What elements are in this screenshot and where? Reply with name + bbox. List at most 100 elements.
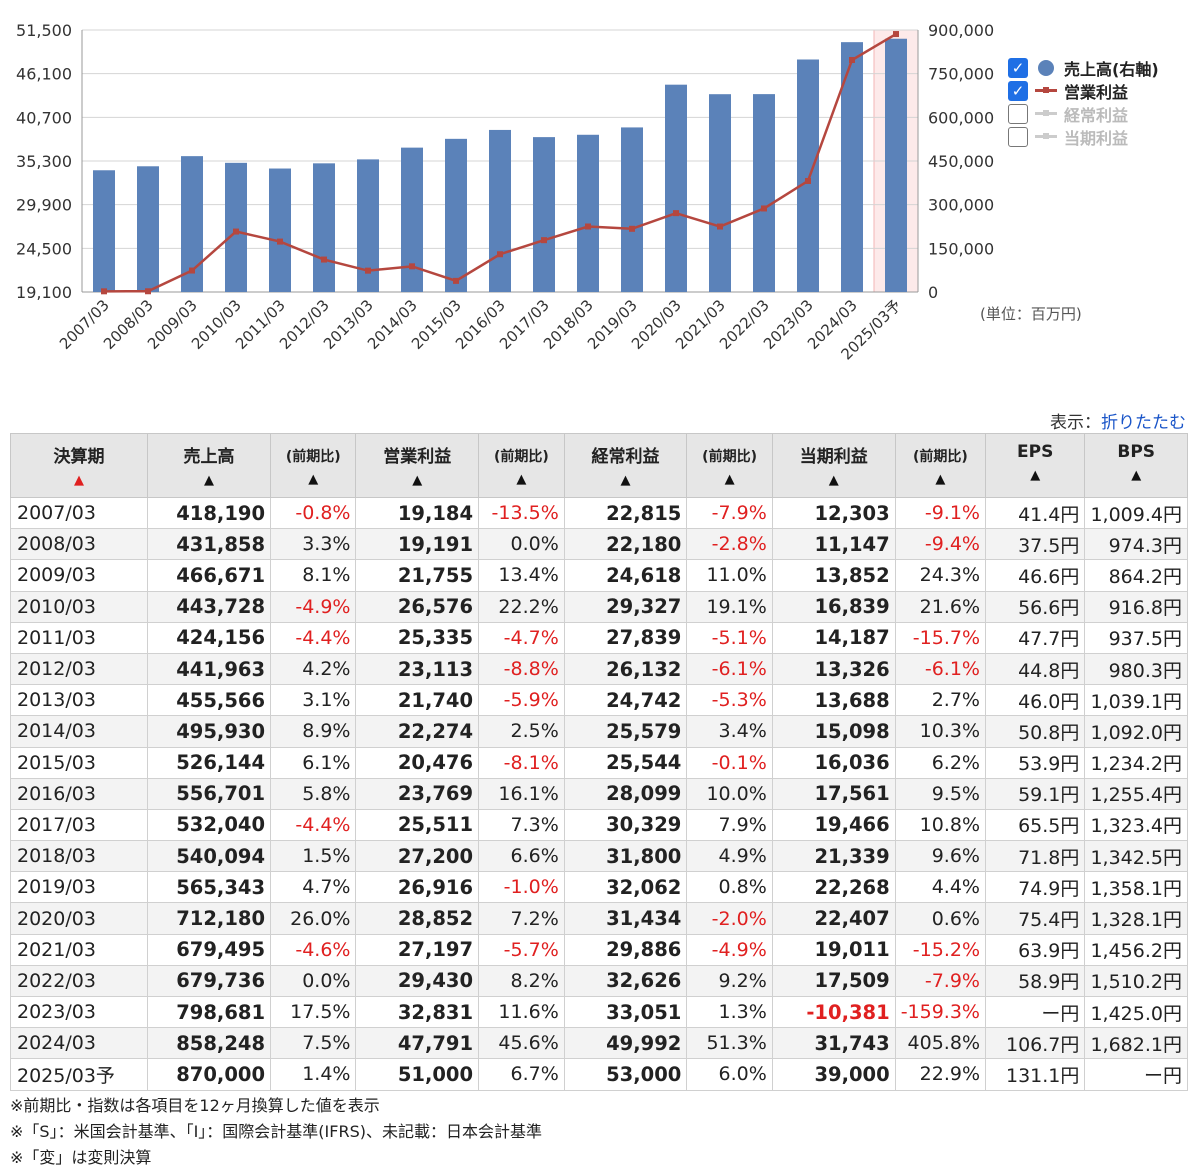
table-row: 2019/03 565,343 4.7% 26,916 -1.0% 32,062 0.8% 2…: [10, 871, 1188, 904]
left-tick-label: 40,700: [16, 108, 72, 127]
column-header[interactable]: (前期比) ▲: [478, 433, 565, 498]
table-cell: -5.1%: [686, 621, 773, 654]
table-cell: 864.2円: [1084, 559, 1188, 592]
table-cell: ー円: [1084, 1058, 1188, 1091]
sort-arrow-icon[interactable]: ▲: [724, 472, 735, 487]
table-cell: -5.9%: [478, 684, 565, 717]
display-toggle: 表示：折りたたむ: [1050, 408, 1186, 433]
bar: [841, 42, 863, 292]
legend-item[interactable]: 売上高(右軸): [1008, 56, 1159, 79]
table-cell: -0.1%: [686, 746, 773, 779]
legend-checkbox[interactable]: [1008, 103, 1028, 124]
column-header[interactable]: BPS ▲: [1084, 433, 1188, 498]
table-cell: 65.5円: [984, 808, 1086, 842]
table-cell: -5.3%: [686, 684, 773, 717]
table-cell: 2010/03: [10, 590, 148, 623]
table-cell: 22,274: [355, 715, 480, 748]
table-cell: 11.6%: [478, 995, 565, 1029]
table-cell: 455,566: [146, 684, 272, 717]
table-cell: 712,180: [146, 902, 272, 935]
line-point: [453, 277, 459, 284]
bar: [225, 162, 247, 292]
column-header[interactable]: EPS ▲: [984, 433, 1086, 498]
table-row: 2013/03 455,566 3.1% 21,740 -5.9% 24,742 -5.3%…: [10, 684, 1188, 717]
table-cell: 20,476: [355, 746, 480, 779]
sort-arrow-icon[interactable]: ▲: [828, 473, 839, 488]
legend-checkbox[interactable]: [1008, 57, 1028, 78]
sort-arrow-icon[interactable]: ▲: [412, 473, 423, 488]
table-cell: 1,255.4円: [1084, 777, 1188, 810]
table-cell: 2007/03: [10, 496, 148, 530]
column-header[interactable]: 決算期 ▲: [10, 433, 148, 498]
left-tick-label: 24,500: [16, 239, 72, 258]
table-cell: 532,040: [146, 808, 272, 842]
table-cell: -8.8%: [478, 652, 565, 686]
legend-item[interactable]: 営業利益: [1008, 79, 1159, 102]
collapse-link[interactable]: 折りたたむ: [1101, 413, 1186, 433]
table-cell: 17.5%: [270, 995, 357, 1029]
bar: [269, 168, 291, 292]
bar: [489, 129, 511, 292]
column-header[interactable]: 営業利益 ▲: [355, 433, 480, 498]
table-row: 2007/03 418,190 -0.8% 19,184 -13.5% 22,815 -7.…: [10, 496, 1188, 530]
table-cell: 1,342.5円: [1084, 840, 1188, 873]
right-tick-label: 0: [928, 283, 938, 302]
column-header[interactable]: (前期比) ▲: [894, 433, 987, 498]
table-cell: 9.6%: [894, 840, 987, 873]
sort-arrow-icon[interactable]: ▲: [203, 473, 214, 488]
table-cell: ー円: [984, 995, 1086, 1029]
table-cell: 24,618: [563, 559, 688, 592]
table-cell: 46.6円: [984, 559, 1086, 592]
table-cell: 6.1%: [270, 746, 357, 779]
table-cell: 74.9円: [984, 871, 1086, 904]
table-cell: 1.5%: [270, 840, 357, 873]
table-cell: 25,544: [563, 746, 688, 779]
table-cell: 4.2%: [270, 652, 357, 686]
table-cell: 21.6%: [894, 590, 987, 623]
table-cell: 26,132: [563, 652, 688, 686]
line-point: [673, 210, 679, 217]
legend-checkbox[interactable]: [1008, 126, 1028, 147]
sort-arrow-icon[interactable]: ▲: [935, 472, 946, 487]
sort-arrow-icon[interactable]: ▲: [1030, 468, 1041, 483]
table-cell: 16,036: [771, 746, 896, 779]
column-header[interactable]: (前期比) ▲: [270, 433, 357, 498]
sort-arrow-icon[interactable]: ▲: [73, 473, 84, 488]
legend-item[interactable]: 当期利益: [1008, 125, 1159, 148]
sort-arrow-icon[interactable]: ▲: [308, 472, 319, 487]
table-cell: 28,852: [355, 902, 480, 935]
column-header-label: (前期比): [285, 449, 341, 465]
dot-marker-icon: [1034, 59, 1058, 76]
column-header[interactable]: 経常利益 ▲: [563, 433, 688, 498]
column-header[interactable]: (前期比) ▲: [686, 433, 773, 498]
table-cell: 31,434: [563, 902, 688, 935]
table-cell: 16.1%: [478, 777, 565, 810]
table-cell: 2018/03: [10, 840, 148, 873]
table-cell: 431,858: [146, 528, 272, 561]
bar: [93, 170, 115, 292]
column-header[interactable]: 当期利益 ▲: [771, 433, 896, 498]
bar: [709, 94, 731, 292]
table-cell: 23,113: [355, 652, 480, 686]
column-header[interactable]: 売上高 ▲: [146, 433, 272, 498]
table-cell: 443,728: [146, 590, 272, 623]
legend-item[interactable]: 経常利益: [1008, 102, 1159, 125]
table-cell: 15,098: [771, 715, 896, 748]
sort-arrow-icon[interactable]: ▲: [620, 473, 631, 488]
sort-arrow-icon[interactable]: ▲: [516, 472, 527, 487]
table-cell: 1,323.4円: [1084, 808, 1188, 842]
table-cell: 2014/03: [10, 715, 148, 748]
table-cell: 1,009.4円: [1084, 496, 1188, 530]
table-cell: 1.3%: [686, 995, 773, 1029]
table-cell: 556,701: [146, 777, 272, 810]
table-cell: 7.3%: [478, 808, 565, 842]
table-cell: 2020/03: [10, 902, 148, 935]
sort-arrow-icon[interactable]: ▲: [1131, 468, 1142, 483]
table-cell: 2025/03予: [10, 1058, 148, 1091]
table-cell: 30,329: [563, 808, 688, 842]
table-row: 2016/03 556,701 5.8% 23,769 16.1% 28,099 10.0%…: [10, 777, 1188, 810]
table-cell: 1,234.2円: [1084, 746, 1188, 779]
left-tick-label: 51,500: [16, 21, 72, 40]
table-cell: 3.1%: [270, 684, 357, 717]
legend-checkbox[interactable]: [1008, 80, 1028, 101]
